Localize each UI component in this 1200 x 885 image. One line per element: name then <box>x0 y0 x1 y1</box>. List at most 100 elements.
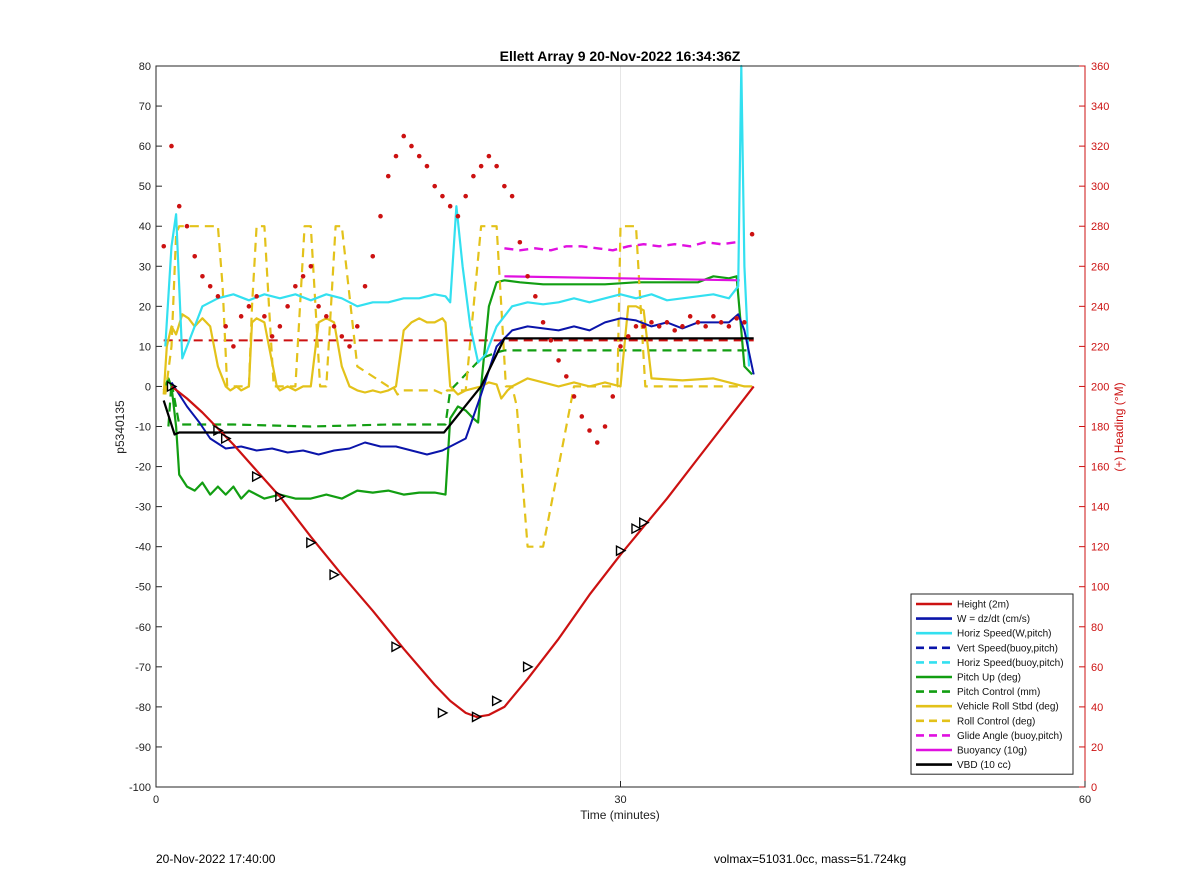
left-y-tick-label: -60 <box>135 622 151 634</box>
depth-marker <box>522 661 534 673</box>
legend-label: Roll Control (deg) <box>957 716 1035 727</box>
heading-point <box>324 314 329 319</box>
legend-label: VBD (10 cc) <box>957 760 1011 771</box>
series-line-glide-angle-buoy-pitch <box>504 240 737 252</box>
heading-point <box>409 143 414 149</box>
right-y-tick-label: 60 <box>1091 662 1103 674</box>
depth-marker <box>437 707 449 719</box>
left-y-tick-label: 30 <box>139 261 151 273</box>
heading-point <box>347 344 352 349</box>
heading-point <box>571 394 577 399</box>
heading-point <box>176 203 182 209</box>
heading-point <box>711 314 716 319</box>
heading-point <box>734 316 739 321</box>
legend-label: Vehicle Roll Stbd (deg) <box>957 702 1059 713</box>
heading-point <box>424 163 430 169</box>
left-y-tick-label: -90 <box>135 742 151 754</box>
legend-label: Horiz Speed(W,pitch) <box>957 629 1051 640</box>
legend-label: Pitch Control (mm) <box>957 687 1040 698</box>
heading-point <box>362 284 368 289</box>
heading-point <box>494 163 499 169</box>
series-line-w-dz-dt-cm-s <box>170 313 755 456</box>
depth-marker <box>391 641 402 653</box>
heading-point <box>463 193 468 199</box>
legend: Height (2m) W = dz/dt (cm/s) Horiz Speed(W… <box>910 593 1074 775</box>
right-y-tick-label: 120 <box>1091 542 1109 554</box>
heading-point <box>564 374 569 379</box>
heading-point <box>610 394 616 399</box>
heading-point <box>703 324 708 329</box>
heading-point <box>749 231 755 237</box>
heading-point <box>517 239 523 245</box>
plot-series <box>161 64 755 719</box>
heading-point <box>525 273 530 279</box>
heading-point <box>478 163 484 169</box>
left-y-tick-label: 10 <box>139 341 151 353</box>
heading-point <box>486 153 492 159</box>
legend-label: Horiz Speed(buoy,pitch) <box>957 658 1064 669</box>
series-line-vbd-10-cc <box>162 337 754 436</box>
left-y-tick-label: -40 <box>135 542 151 554</box>
heading-point <box>432 183 438 189</box>
series-line-pitch-up-deg <box>162 275 753 500</box>
series-line-height-2m <box>170 385 755 719</box>
x-tick-label: 60 <box>1079 794 1091 806</box>
heading-point <box>161 243 167 249</box>
heading-point <box>533 294 538 299</box>
right-y-tick-label: 180 <box>1091 422 1109 434</box>
series-line-horiz-speed-w-pitch <box>164 64 751 367</box>
left-y-tick-label: 50 <box>139 181 151 193</box>
depth-marker <box>220 432 232 445</box>
right-y-tick-label: 240 <box>1091 301 1109 313</box>
heading-point <box>742 320 747 325</box>
heading-point <box>300 273 306 279</box>
left-y-tick-label: 40 <box>139 221 151 233</box>
heading-point <box>548 338 554 343</box>
right-y-tick-label: 160 <box>1091 462 1109 474</box>
heading-point <box>618 344 623 349</box>
heading-point <box>254 294 259 299</box>
heading-point <box>169 143 174 149</box>
right-y-tick-label: 80 <box>1091 622 1103 634</box>
series-line-roll-control-deg <box>164 225 745 548</box>
heading-point <box>447 203 453 209</box>
heading-point <box>509 193 515 199</box>
left-y-tick-label: -30 <box>135 502 151 514</box>
x-tick-label: 30 <box>614 794 626 806</box>
heading-point <box>672 328 677 333</box>
chart-title: Ellett Array 9 20-Nov-2022 16:34:36Z <box>500 48 741 64</box>
heading-point <box>587 428 592 433</box>
heading-point <box>184 223 190 229</box>
legend-box <box>910 593 1074 775</box>
heading-point <box>262 314 267 319</box>
right-y-axis-label: (+) Heading (°M) <box>1112 382 1126 471</box>
depth-marker <box>471 711 483 723</box>
right-y-tick-label: 0 <box>1091 782 1097 794</box>
legend-label: Buoyancy (10g) <box>957 746 1027 757</box>
series-line-pitch-control-mm <box>167 349 753 428</box>
x-axis-label: Time (minutes) <box>580 808 660 822</box>
heading-point <box>455 213 461 219</box>
legend-label: Height (2m) <box>957 600 1009 611</box>
heading-point <box>602 424 608 429</box>
heading-point <box>331 324 337 329</box>
heading-point <box>293 284 298 289</box>
depth-marker <box>275 490 286 503</box>
left-y-tick-label: 20 <box>139 301 151 313</box>
left-y-tick-label: 70 <box>139 101 151 113</box>
heading-point <box>378 213 383 219</box>
left-y-tick-label: -50 <box>135 582 151 594</box>
left-y-tick-label: -20 <box>135 462 151 474</box>
depth-marker <box>166 380 178 393</box>
heading-point <box>656 324 662 329</box>
depth-marker <box>631 522 642 535</box>
heading-point <box>687 314 693 319</box>
right-y-tick-label: 260 <box>1091 261 1109 273</box>
heading-point <box>680 324 685 329</box>
depth-marker <box>639 516 650 529</box>
legend-label: Vert Speed(buoy,pitch) <box>957 643 1058 654</box>
left-y-tick-label: 80 <box>139 61 151 73</box>
axes: 80706050403020100-10-20-30-40-50-60-70-8… <box>129 61 1109 806</box>
series-line-vehicle-roll-stbd-deg <box>162 305 753 400</box>
